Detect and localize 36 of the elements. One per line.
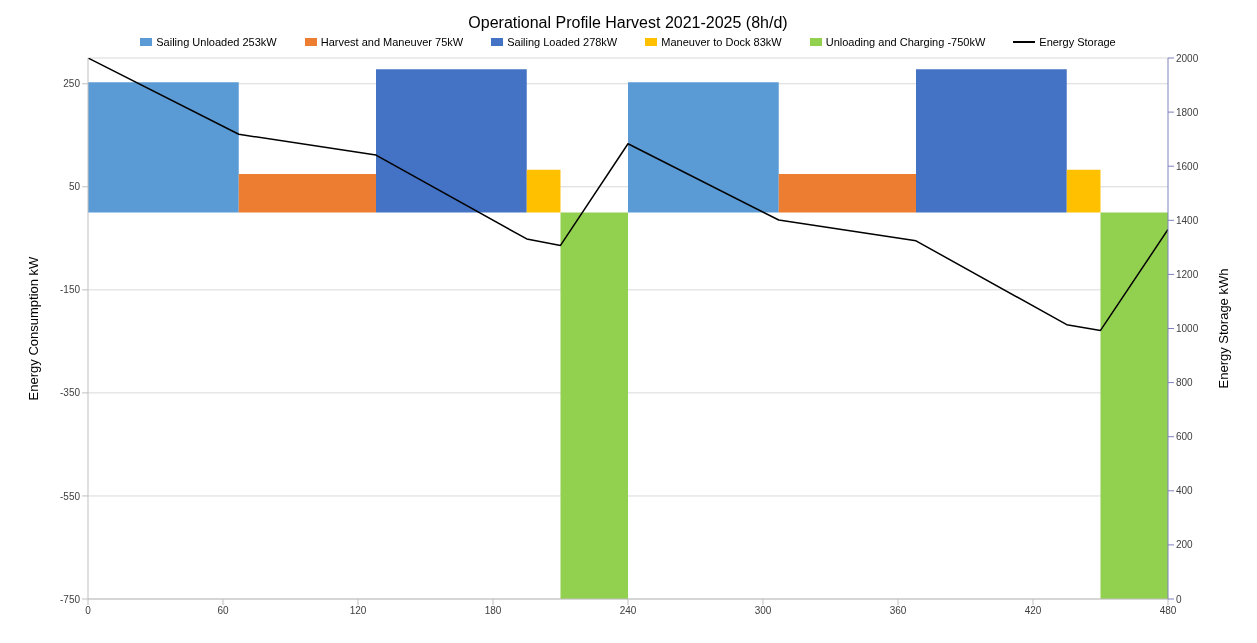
x-tick-label: 480 bbox=[1159, 605, 1177, 617]
y2-tick-label: 800 bbox=[1176, 377, 1194, 389]
y2-tick-label: 0 bbox=[1176, 593, 1182, 605]
x-tick-label: 300 bbox=[754, 605, 772, 617]
legend-label: Energy Storage bbox=[1039, 36, 1116, 48]
y2-tick-label: 600 bbox=[1176, 431, 1194, 443]
y-axis-title: Energy Consumption kW bbox=[25, 255, 41, 401]
y-tick-label: -150 bbox=[59, 284, 81, 296]
x-tick-label: 120 bbox=[349, 605, 367, 617]
legend-label: Sailing Loaded 278kW bbox=[507, 36, 618, 48]
y2-tick-label: 1800 bbox=[1176, 106, 1199, 118]
legend-label: Maneuver to Dock 83kW bbox=[661, 36, 782, 48]
legend-label: Sailing Unloaded 253kW bbox=[156, 36, 277, 48]
y2-tick-label: 400 bbox=[1176, 485, 1194, 497]
legend-label: Unloading and Charging -750kW bbox=[825, 36, 986, 48]
y-tick-label: -550 bbox=[59, 490, 81, 502]
legend-label: Harvest and Maneuver 75kW bbox=[320, 36, 464, 48]
y2-tick-label: 2000 bbox=[1176, 52, 1199, 64]
x-tick-label: 240 bbox=[619, 605, 637, 617]
chart-title: Operational Profile Harvest 2021-2025 (8h/d) bbox=[467, 13, 789, 32]
y-tick-label: -350 bbox=[59, 387, 81, 399]
y-tick-label: 250 bbox=[63, 78, 81, 90]
y2-axis-title: Energy Storage kWh bbox=[1215, 268, 1231, 389]
x-tick-label: 180 bbox=[484, 605, 502, 617]
y-tick-label: -750 bbox=[59, 593, 81, 605]
x-tick-label: 360 bbox=[889, 605, 907, 617]
y2-tick-label: 200 bbox=[1176, 539, 1194, 551]
y2-tick-label: 1200 bbox=[1176, 268, 1199, 280]
y2-tick-label: 1600 bbox=[1176, 160, 1199, 172]
y2-tick-label: 1000 bbox=[1176, 323, 1199, 335]
line-series bbox=[88, 58, 1168, 332]
y-tick-label: 50 bbox=[68, 181, 81, 193]
x-tick-label: 60 bbox=[217, 605, 229, 617]
y2-tick-label: 1400 bbox=[1176, 214, 1199, 226]
x-tick-label: 0 bbox=[85, 605, 92, 617]
x-tick-label: 420 bbox=[1024, 605, 1042, 617]
